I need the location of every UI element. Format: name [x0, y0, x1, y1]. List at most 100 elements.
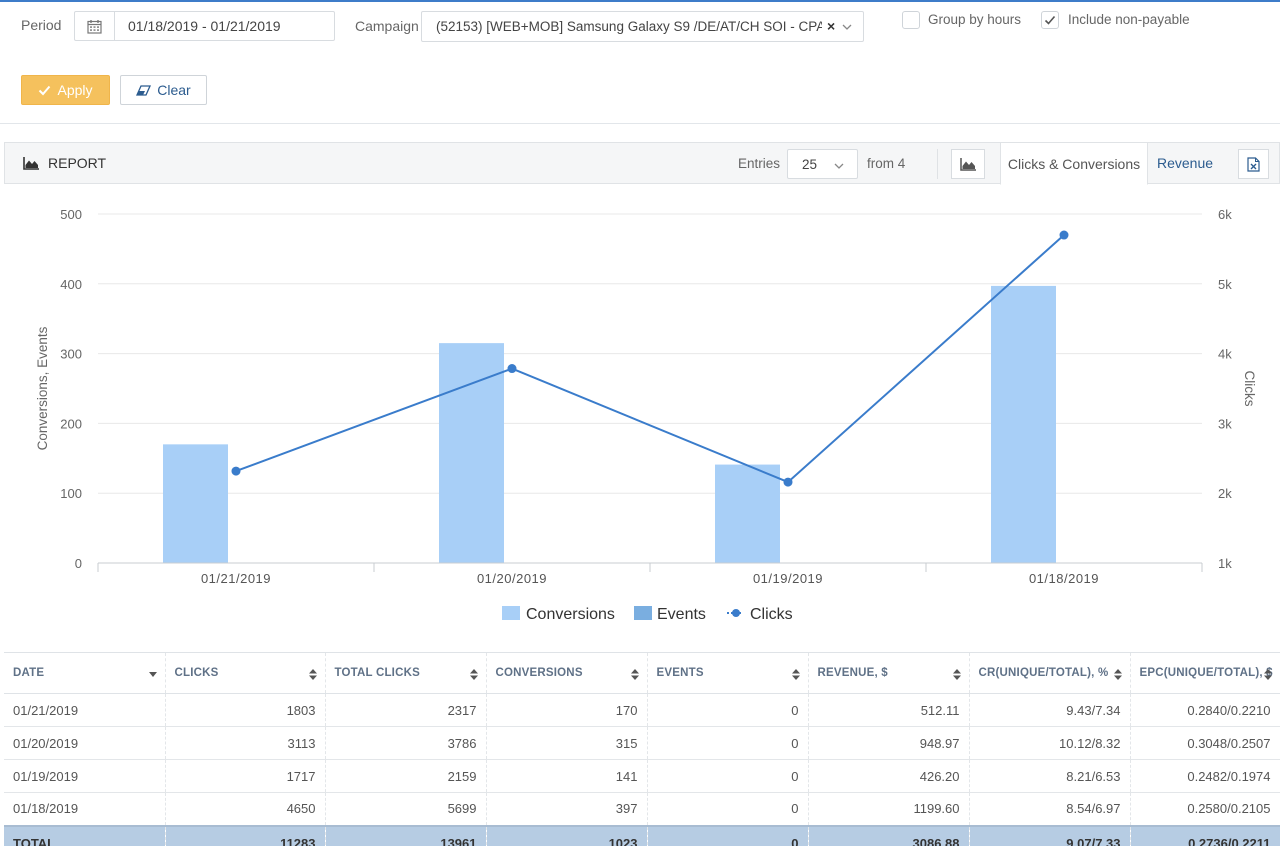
- include-nonpayable-checkbox[interactable]: [1041, 11, 1059, 29]
- clicks-point: [783, 477, 793, 487]
- y2-tick-label: 3k: [1218, 416, 1232, 431]
- entries-from-label: from 4: [867, 156, 906, 171]
- column-header[interactable]: CONVERSIONS: [486, 652, 648, 694]
- clicks-line: [235, 234, 1065, 484]
- table-cell: 8.54/6.97: [969, 792, 1131, 826]
- group-by-hours-label: Group by hours: [928, 12, 1022, 27]
- group-by-hours-checkbox[interactable]: [902, 11, 920, 29]
- entries-label: Entries: [738, 156, 781, 171]
- entries-select[interactable]: 25: [787, 149, 858, 179]
- total-row: TOTAL 11283 13961 1023 0 3086.88 9.07/7.33 0.27…: [4, 824, 1280, 846]
- clicks-conversions-chart: 500 400 300 200 100 0 6k 5k 4k 3k 2k 1k 01/21/2019 01…: [35, 207, 1257, 623]
- table-cell: 2317: [325, 693, 487, 727]
- report-table: DATE CLICKS TOTAL CLICKS CONVERSIONS EVENTS R…: [4, 652, 1280, 846]
- table-cell: 1717: [165, 759, 326, 793]
- chevron-down-icon[interactable]: [842, 19, 852, 37]
- table-cell: 170: [486, 693, 648, 727]
- campaign-select[interactable]: (52153) [WEB+MOB] Samsung Galaxy S9 /DE/…: [421, 11, 864, 42]
- table-cell: 2159: [325, 759, 487, 793]
- table-cell: 0.3048/0.2507: [1130, 726, 1280, 760]
- filter-panel: Period 01/18/2019 - 01/21/2019 Campaign …: [0, 0, 1280, 124]
- clear-label: Clear: [157, 82, 191, 98]
- column-header[interactable]: EVENTS: [647, 652, 809, 694]
- export-excel-button[interactable]: [1238, 149, 1269, 179]
- column-header-label: CLICKS: [174, 667, 219, 679]
- entries-value: 25: [802, 157, 818, 172]
- y2-tick-label: 6k: [1218, 207, 1232, 222]
- y2-tick-label: 2k: [1218, 486, 1232, 501]
- sort-desc-icon[interactable]: [148, 669, 157, 681]
- include-nonpayable-label: Include non-payable: [1068, 12, 1190, 27]
- table-cell: 01/18/2019: [4, 792, 166, 826]
- table-cell: 3786: [325, 726, 487, 760]
- sort-icon[interactable]: [630, 669, 639, 683]
- eraser-icon: [136, 84, 152, 96]
- total-cell: 0.2736/0.2211: [1130, 824, 1280, 846]
- total-cell: TOTAL: [4, 824, 166, 846]
- column-header[interactable]: CLICKS: [165, 652, 326, 694]
- sort-icon[interactable]: [1113, 669, 1122, 683]
- column-header[interactable]: REVENUE, $: [808, 652, 970, 694]
- table-cell: 10.12/8.32: [969, 726, 1131, 760]
- sort-icon[interactable]: [1263, 669, 1272, 683]
- table-cell: 01/19/2019: [4, 759, 166, 793]
- area-chart-icon: [23, 157, 39, 170]
- column-header-label: EPC(UNIQUE/TOTAL), $: [1139, 667, 1273, 679]
- sort-icon[interactable]: [952, 669, 961, 683]
- y-tick-label: 0: [75, 556, 82, 571]
- table-cell: 9.43/7.34: [969, 693, 1131, 727]
- column-header[interactable]: EPC(UNIQUE/TOTAL), $: [1130, 652, 1280, 694]
- table-cell: 141: [486, 759, 648, 793]
- column-header[interactable]: DATE: [4, 652, 166, 694]
- period-input[interactable]: 01/18/2019 - 01/21/2019: [74, 11, 335, 41]
- apply-button[interactable]: Apply: [21, 75, 110, 105]
- y2-tick-label: 4k: [1218, 347, 1232, 362]
- table-cell: 5699: [325, 792, 487, 826]
- report-header: REPORT Entries 25 from 4 Clicks & Conver…: [4, 142, 1280, 185]
- tab-revenue[interactable]: Revenue: [1157, 155, 1214, 171]
- table-cell: 01/21/2019: [4, 693, 166, 727]
- table-cell: 8.21/6.53: [969, 759, 1131, 793]
- column-header-label: CONVERSIONS: [495, 667, 583, 679]
- clicks-point: [1059, 230, 1069, 240]
- conversions-bar: [439, 343, 504, 563]
- total-cell: 11283: [165, 824, 326, 846]
- legend-swatch-clicks-point: [732, 609, 740, 617]
- table-cell: 4650: [165, 792, 326, 826]
- clear-button[interactable]: Clear: [120, 75, 207, 105]
- total-cell: 1023: [486, 824, 648, 846]
- table-cell: 315: [486, 726, 648, 760]
- y-tick-label: 300: [60, 347, 82, 362]
- table-row: 01/19/2019 1717 2159 141 0 426.20 8.21/6.53 0.2…: [4, 759, 1280, 793]
- y-tick-label: 200: [60, 416, 82, 431]
- total-cell: 9.07/7.33: [969, 824, 1131, 846]
- table-cell: 512.11: [808, 693, 970, 727]
- conversions-bar: [715, 464, 780, 563]
- column-header[interactable]: TOTAL CLICKS: [325, 652, 487, 694]
- conversions-bar: [991, 285, 1056, 563]
- table-cell: 0.2482/0.1974: [1130, 759, 1280, 793]
- y-tick-label: 100: [60, 486, 82, 501]
- report-title: REPORT: [23, 155, 106, 171]
- toggle-chart-button[interactable]: [951, 149, 985, 179]
- table-row: 01/20/2019 3113 3786 315 0 948.97 10.12/8.32 0.…: [4, 726, 1280, 760]
- column-header-label: CR(UNIQUE/TOTAL), %: [978, 667, 1109, 679]
- table-cell: 948.97: [808, 726, 970, 760]
- y-tick-label: 500: [60, 207, 82, 222]
- sort-icon[interactable]: [308, 669, 317, 683]
- area-chart-icon: [959, 158, 976, 171]
- tab-clicks-conversions[interactable]: Clicks & Conversions: [1000, 142, 1148, 185]
- clear-selection-icon[interactable]: ×: [827, 18, 836, 34]
- legend-label-clicks: Clicks: [750, 606, 793, 623]
- legend-swatch-events: [634, 606, 652, 620]
- legend-swatch-conversions: [502, 606, 520, 620]
- total-cell: 3086.88: [808, 824, 970, 846]
- sort-icon[interactable]: [791, 669, 800, 683]
- y-tick-label: 400: [60, 277, 82, 292]
- column-header[interactable]: CR(UNIQUE/TOTAL), %: [969, 652, 1131, 694]
- y2-tick-label: 1k: [1218, 556, 1232, 571]
- table-cell: 0: [647, 693, 809, 727]
- sort-icon[interactable]: [469, 669, 478, 683]
- report-title-text: REPORT: [48, 155, 107, 171]
- calendar-icon[interactable]: [75, 12, 115, 40]
